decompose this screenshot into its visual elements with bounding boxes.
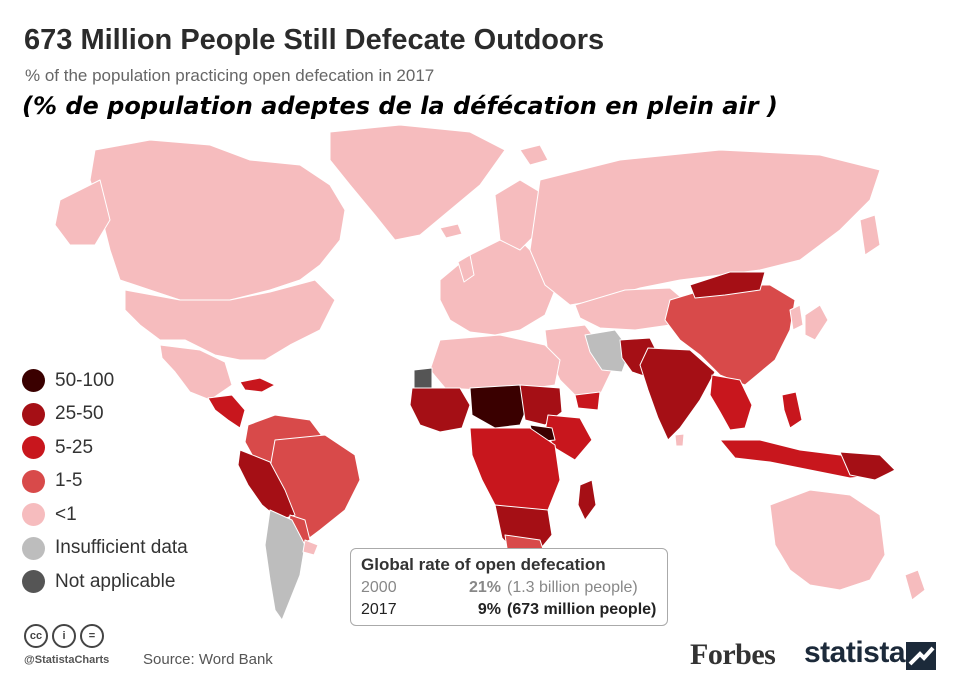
- legend-label: 50-100: [55, 369, 115, 391]
- legend-label: 25-50: [55, 403, 104, 425]
- legend-item-not-applicable: Not applicable: [22, 565, 188, 599]
- source-note: Source: Word Bank: [143, 651, 273, 668]
- niger-chad: [469, 384, 529, 429]
- uruguay: [302, 539, 319, 556]
- greenland: [329, 124, 506, 241]
- legend-item-lt1: <1: [22, 498, 188, 532]
- row-detail: (1.3 billion people): [507, 579, 638, 596]
- legend-label: Insufficient data: [55, 537, 188, 559]
- madagascar: [577, 479, 597, 521]
- statista-logo: statista: [804, 636, 906, 669]
- argentina-chile: [264, 509, 306, 620]
- central-africa: [469, 427, 561, 516]
- japan: [804, 304, 829, 341]
- statista-mark-icon: [906, 642, 936, 670]
- mongolia: [689, 271, 766, 299]
- row-year: 2000: [361, 579, 397, 596]
- korea: [789, 304, 804, 331]
- legend-item-1-5: 1-5: [22, 465, 188, 499]
- global-rate-row-2017: 2017 9% (673 million people): [361, 599, 667, 621]
- legend-swatch: [22, 536, 45, 560]
- statista-handle[interactable]: @StatistaCharts: [24, 654, 110, 666]
- arctic-islands: [519, 144, 549, 166]
- legend-swatch: [22, 570, 45, 594]
- papua: [839, 451, 896, 481]
- world-map: [54, 124, 926, 620]
- new-zealand: [904, 569, 926, 601]
- no-derivatives-icon[interactable]: =: [80, 624, 104, 648]
- kamchatka: [859, 214, 881, 256]
- legend-swatch: [22, 369, 45, 393]
- caribbean: [239, 377, 276, 393]
- legend-label: 1-5: [55, 470, 83, 492]
- license-icons: cc i =: [24, 624, 104, 648]
- australia: [769, 489, 886, 591]
- united-kingdom: [457, 254, 475, 283]
- legend-swatch: [22, 469, 45, 493]
- united-states: [124, 279, 336, 361]
- legend-item-25-50: 25-50: [22, 398, 188, 432]
- creative-commons-icon[interactable]: cc: [24, 624, 48, 648]
- yemen: [574, 391, 601, 411]
- row-year: 2017: [361, 601, 397, 618]
- legend-swatch: [22, 436, 45, 460]
- west-africa: [409, 387, 471, 433]
- alaska: [54, 179, 111, 246]
- global-rate-title: Global rate of open defecation: [361, 555, 606, 574]
- legend-label: Not applicable: [55, 570, 176, 592]
- iceland: [439, 223, 463, 239]
- global-rate-row-2000: 2000 21% (1.3 billion people): [361, 577, 667, 599]
- canada: [89, 139, 346, 301]
- map-legend: 50-100 25-50 5-25 1-5 <1 Insufficient da…: [22, 364, 188, 599]
- legend-label: <1: [55, 503, 77, 525]
- legend-item-insufficient-data: Insufficient data: [22, 532, 188, 566]
- legend-swatch: [22, 402, 45, 426]
- row-value: 9%: [477, 601, 501, 618]
- attribution-icon[interactable]: i: [52, 624, 76, 648]
- sri-lanka: [674, 433, 685, 447]
- western-sahara: [413, 367, 433, 389]
- chart-subtitle: % of the population practicing open defe…: [25, 66, 435, 85]
- row-detail: (673 million people): [507, 601, 657, 618]
- legend-item-5-25: 5-25: [22, 431, 188, 465]
- legend-swatch: [22, 503, 45, 527]
- north-africa: [429, 334, 561, 391]
- southeast-asia: [709, 374, 753, 431]
- central-america: [207, 394, 246, 429]
- legend-label: 5-25: [55, 436, 94, 458]
- india: [639, 347, 716, 441]
- iran: [584, 329, 631, 373]
- chart-subtitle-french: (% de population adeptes de la défécatio…: [22, 92, 778, 120]
- chart-title: 673 Million People Still Defecate Outdoo…: [24, 24, 605, 56]
- legend-item-50-100: 50-100: [22, 364, 188, 398]
- row-value: 21%: [468, 579, 501, 596]
- global-rate-box: Global rate of open defecation 2000 21% …: [350, 548, 668, 626]
- forbes-logo: Forbes: [690, 638, 776, 671]
- philippines: [781, 391, 803, 429]
